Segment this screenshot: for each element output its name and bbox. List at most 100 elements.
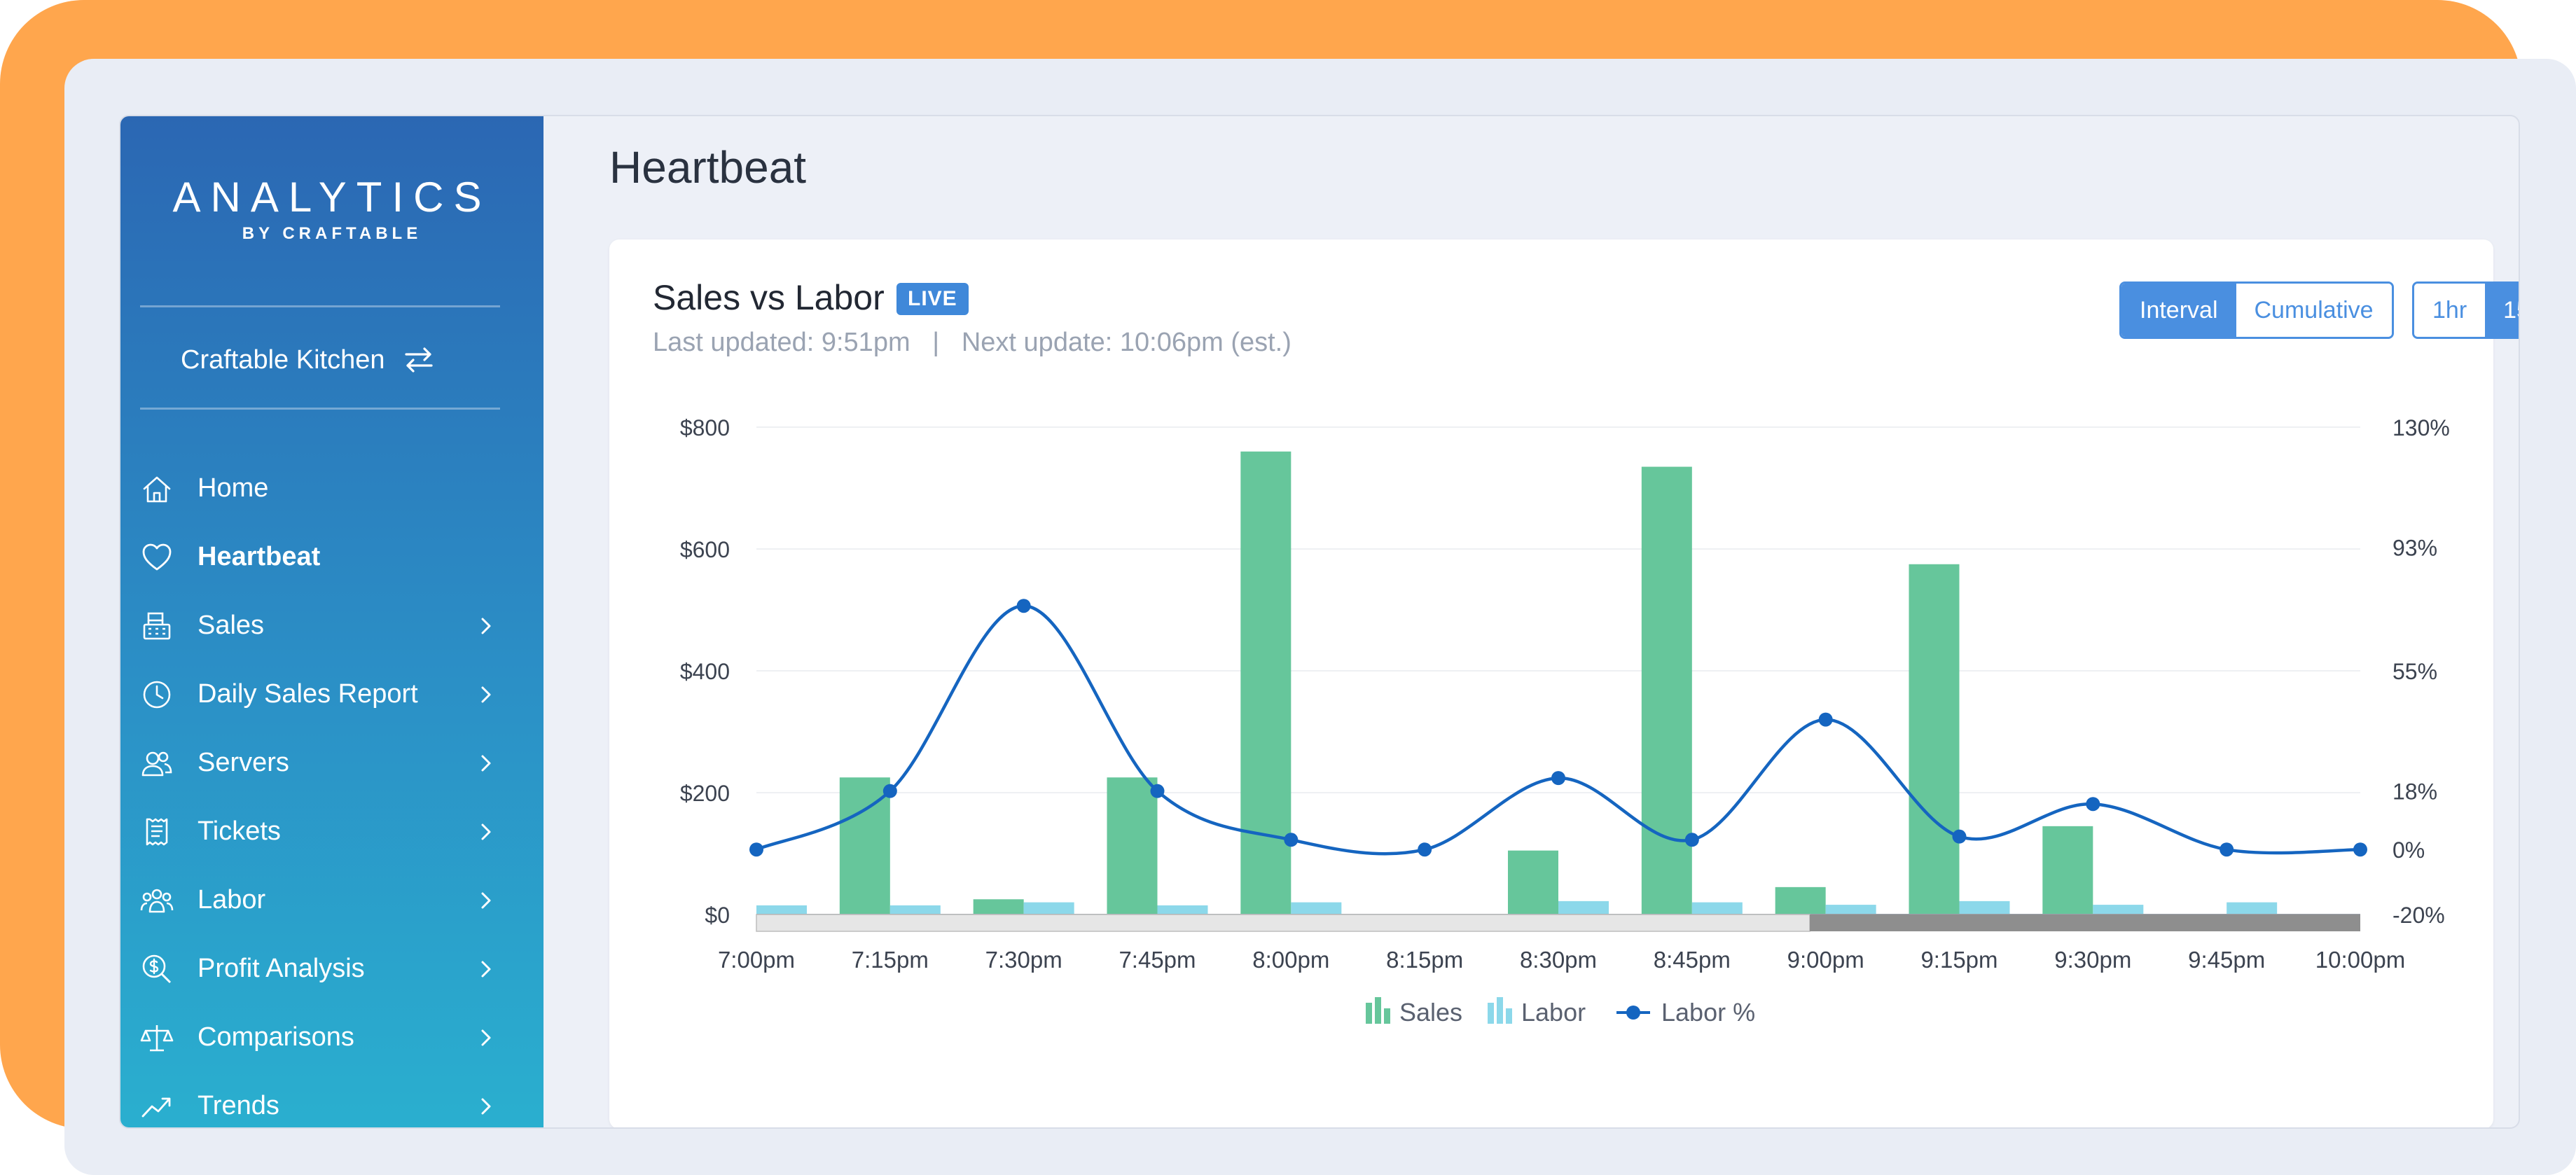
sidebar-item-servers[interactable]: Servers xyxy=(120,728,543,797)
sidebar-item-label: Trends xyxy=(198,1091,279,1120)
labor-bar xyxy=(1825,905,1876,915)
scale-icon xyxy=(140,1025,174,1052)
labor-pct-point xyxy=(1150,784,1165,798)
legend-swatch xyxy=(1506,1008,1512,1024)
logo[interactable]: ANALYTICS BY CRAFTABLE xyxy=(120,176,543,244)
logo-sub-text: BY CRAFTABLE xyxy=(242,224,422,243)
labor-bar xyxy=(2093,905,2144,915)
labor-pct-point xyxy=(749,842,763,857)
y-left-tick-label: $0 xyxy=(705,903,730,928)
y-right-tick-label: 0% xyxy=(2393,837,2425,863)
x-tick-label: 9:45pm xyxy=(2188,947,2265,973)
y-left-tick-label: $400 xyxy=(680,659,730,684)
labor-pct-point xyxy=(2086,797,2100,812)
labor-bar xyxy=(1959,901,2010,915)
x-tick-label: 10:00pm xyxy=(2315,947,2405,973)
x-tick-label: 7:15pm xyxy=(852,947,929,973)
home-icon xyxy=(143,476,171,503)
location-name: Craftable Kitchen xyxy=(181,345,385,375)
legend-label: Sales xyxy=(1399,998,1462,1027)
labor-bar xyxy=(1023,902,1074,915)
labor-bar xyxy=(1291,902,1342,915)
sales-bar xyxy=(1909,564,1960,915)
app-window: ANALYTICS BY CRAFTABLE Craftable Kitchen… xyxy=(119,115,2520,1129)
users-icon xyxy=(141,751,172,777)
swap-icon xyxy=(404,347,433,373)
y-right-tick-label: -20% xyxy=(2393,903,2445,928)
interval-toggle-button[interactable]: Interval xyxy=(2121,284,2236,337)
1hr-toggle-button[interactable]: 1hr xyxy=(2414,284,2486,337)
y-left-tick-label: $800 xyxy=(680,415,730,440)
chevron-right-icon xyxy=(481,686,491,703)
sidebar: ANALYTICS BY CRAFTABLE Craftable Kitchen… xyxy=(120,116,543,1127)
y-right-tick-label: 18% xyxy=(2393,779,2437,805)
y-right-tick-label: 55% xyxy=(2393,659,2437,684)
timeline-track xyxy=(756,914,1810,932)
sales-bar xyxy=(2042,826,2093,915)
x-tick-label: 7:45pm xyxy=(1119,947,1196,973)
sidebar-item-label: Tickets xyxy=(198,816,281,846)
x-tick-label: 9:15pm xyxy=(1920,947,1997,973)
location-switcher[interactable]: Craftable Kitchen xyxy=(181,339,434,381)
labor-pct-point xyxy=(2220,842,2234,857)
team-icon xyxy=(140,889,174,913)
sidebar-item-heartbeat[interactable]: Heartbeat xyxy=(120,522,543,591)
receipt-icon xyxy=(146,818,168,846)
labor-bar xyxy=(756,905,807,915)
last-updated-text: Last updated: 9:51pm xyxy=(653,328,910,357)
trend-icon xyxy=(141,1097,171,1118)
sidebar-divider xyxy=(140,408,500,410)
sales-bar xyxy=(973,899,1024,915)
sales-labor-chart: $0 $200 $400 $600 $800 -20% 0% 18% 55% 93% 130% 7:0… xyxy=(680,415,2450,1027)
y-left-tick-label: $200 xyxy=(680,781,730,806)
range-toggle: 1hr 15min xyxy=(2412,281,2519,339)
legend-swatch xyxy=(1366,1003,1372,1024)
sales-bar xyxy=(839,777,890,915)
legend-swatch xyxy=(1375,997,1381,1024)
sidebar-item-profit-analysis[interactable]: Profit Analysis xyxy=(120,934,543,1003)
heart-icon xyxy=(142,543,172,571)
sidebar-item-sales[interactable]: Sales xyxy=(120,591,543,660)
labor-pct-point xyxy=(1818,712,1833,727)
y-left-tick-label: $600 xyxy=(680,537,730,562)
chevron-right-icon xyxy=(481,961,491,978)
sidebar-item-tickets[interactable]: Tickets xyxy=(120,797,543,865)
labor-pct-point xyxy=(1684,833,1699,847)
legend-swatch xyxy=(1497,997,1503,1024)
x-tick-label: 8:00pm xyxy=(1252,947,1329,973)
x-tick-label: 7:00pm xyxy=(718,947,795,973)
labor-pct-point xyxy=(2353,842,2367,857)
clock-icon xyxy=(143,681,171,709)
sidebar-item-labor[interactable]: Labor xyxy=(120,865,543,934)
chevron-right-icon xyxy=(481,755,491,772)
x-tick-label: 9:00pm xyxy=(1787,947,1864,973)
sidebar-item-daily-sales-report[interactable]: Daily Sales Report xyxy=(120,660,543,728)
sidebar-item-home[interactable]: Home xyxy=(120,454,543,522)
labor-pct-point xyxy=(1016,599,1031,613)
sidebar-item-label: Home xyxy=(198,473,269,503)
labor-bar xyxy=(1691,902,1743,915)
legend-swatch xyxy=(1488,1003,1494,1024)
labor-bar xyxy=(1157,905,1208,915)
sidebar-item-comparisons[interactable]: Comparisons xyxy=(120,1003,543,1071)
timeline-remaining xyxy=(1810,915,2360,931)
sidebar-item-label: Sales xyxy=(198,611,265,640)
labor-bar xyxy=(2227,902,2278,915)
y-right-tick-label: 93% xyxy=(2393,536,2437,561)
labor-pct-point xyxy=(882,784,897,798)
page-title: Heartbeat xyxy=(609,142,807,193)
labor-pct-point xyxy=(1952,829,1967,844)
15min-toggle-button[interactable]: 15min xyxy=(2485,284,2519,337)
live-badge: LIVE xyxy=(896,283,969,315)
legend-swatch xyxy=(1384,1008,1390,1024)
x-tick-label: 8:30pm xyxy=(1520,947,1597,973)
sidebar-nav: Home Heartbeat Sales Daily Sales Report Serv… xyxy=(120,454,543,1127)
cumulative-toggle-button[interactable]: Cumulative xyxy=(2236,284,2392,337)
x-tick-label: 9:30pm xyxy=(2054,947,2131,973)
labor-bar xyxy=(889,905,941,915)
sidebar-item-label: Heartbeat xyxy=(198,542,321,571)
sales-bar xyxy=(1240,451,1292,915)
sidebar-divider xyxy=(140,305,500,307)
sales-vs-labor-card: Sales vs Labor LIVE Last updated: 9:51pm… xyxy=(609,239,2519,1127)
sidebar-item-trends[interactable]: Trends xyxy=(120,1071,543,1127)
